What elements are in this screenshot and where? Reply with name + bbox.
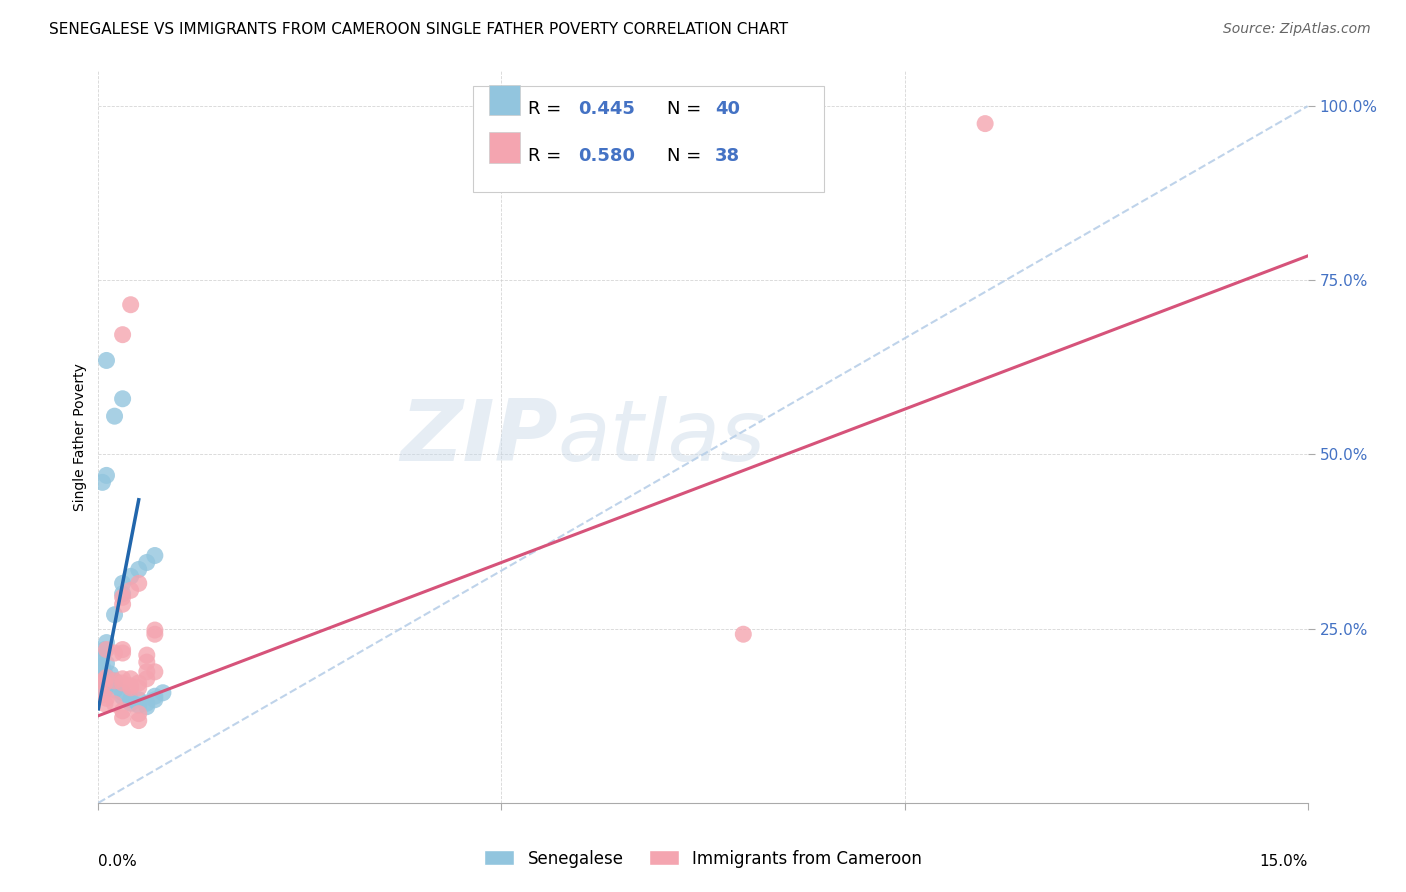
Point xyxy=(91,475,114,490)
Point xyxy=(103,646,125,660)
Point xyxy=(94,697,117,711)
Y-axis label: Single Father Poverty: Single Father Poverty xyxy=(73,363,87,511)
Point xyxy=(120,692,142,706)
FancyBboxPatch shape xyxy=(474,86,824,192)
Point xyxy=(128,714,150,728)
Point xyxy=(143,690,166,704)
Point xyxy=(94,676,117,690)
Text: R =: R = xyxy=(527,100,567,118)
Point xyxy=(91,660,114,674)
Point xyxy=(111,587,134,601)
Point xyxy=(128,698,150,713)
Point xyxy=(96,635,118,649)
Text: 38: 38 xyxy=(716,147,740,165)
Point xyxy=(111,690,134,704)
Point xyxy=(111,576,134,591)
Text: 0.445: 0.445 xyxy=(578,100,636,118)
FancyBboxPatch shape xyxy=(489,85,520,115)
Point xyxy=(135,556,157,570)
Point xyxy=(111,704,134,718)
Text: 40: 40 xyxy=(716,100,740,118)
Point xyxy=(120,569,142,583)
Point xyxy=(143,627,166,641)
Point xyxy=(103,409,125,424)
Point xyxy=(128,676,150,690)
Point xyxy=(103,673,125,688)
Point xyxy=(111,686,134,700)
Legend: Senegalese, Immigrants from Cameroon: Senegalese, Immigrants from Cameroon xyxy=(484,849,922,868)
Point xyxy=(111,597,134,611)
Point xyxy=(120,298,142,312)
Text: N =: N = xyxy=(666,147,707,165)
Text: 0.580: 0.580 xyxy=(578,147,636,165)
Point xyxy=(96,691,118,706)
Point xyxy=(111,591,134,605)
Point xyxy=(94,682,117,697)
Point xyxy=(103,697,125,711)
Point xyxy=(111,711,134,725)
Text: SENEGALESE VS IMMIGRANTS FROM CAMEROON SINGLE FATHER POVERTY CORRELATION CHART: SENEGALESE VS IMMIGRANTS FROM CAMEROON S… xyxy=(49,22,789,37)
Point xyxy=(94,667,117,681)
Point xyxy=(103,607,125,622)
Point xyxy=(135,699,157,714)
Point xyxy=(128,681,150,695)
Point xyxy=(135,665,157,679)
Point xyxy=(94,642,117,657)
Point xyxy=(143,665,166,679)
Point xyxy=(128,692,150,706)
Point xyxy=(103,673,125,688)
Text: ZIP: ZIP xyxy=(401,395,558,479)
Point xyxy=(90,653,112,667)
Point xyxy=(120,583,142,598)
Point xyxy=(111,646,134,660)
Point xyxy=(96,353,118,368)
Point xyxy=(96,468,118,483)
Point xyxy=(96,642,118,657)
Point xyxy=(135,696,157,710)
Point xyxy=(143,549,166,563)
Point xyxy=(152,686,174,700)
Text: Source: ZipAtlas.com: Source: ZipAtlas.com xyxy=(1223,22,1371,37)
Point xyxy=(91,688,114,702)
Point xyxy=(120,672,142,686)
Point xyxy=(111,642,134,657)
Point xyxy=(128,706,150,721)
Point xyxy=(135,648,157,662)
Point xyxy=(96,657,118,671)
Text: R =: R = xyxy=(527,147,567,165)
Point xyxy=(91,673,114,688)
Point xyxy=(111,392,134,406)
Point xyxy=(103,682,125,697)
Point xyxy=(90,665,112,679)
Text: atlas: atlas xyxy=(558,395,766,479)
Point xyxy=(128,562,150,576)
Point xyxy=(135,672,157,686)
Point xyxy=(111,327,134,342)
Text: 0.0%: 0.0% xyxy=(98,854,138,869)
Point xyxy=(91,649,114,664)
Point xyxy=(103,679,125,693)
Point xyxy=(111,672,134,686)
Point xyxy=(90,679,112,693)
Point xyxy=(120,696,142,710)
Point xyxy=(143,623,166,637)
Point xyxy=(974,117,997,131)
Point xyxy=(128,576,150,591)
Point xyxy=(120,681,142,695)
Point xyxy=(100,667,122,681)
Point xyxy=(135,655,157,669)
Point xyxy=(96,673,118,688)
Text: N =: N = xyxy=(666,100,707,118)
Point xyxy=(96,679,118,693)
Point xyxy=(733,627,755,641)
FancyBboxPatch shape xyxy=(489,132,520,163)
Point xyxy=(111,676,134,690)
Point xyxy=(143,692,166,706)
Point xyxy=(90,659,112,673)
Point xyxy=(96,670,118,684)
Point xyxy=(120,679,142,693)
Text: 15.0%: 15.0% xyxy=(1260,854,1308,869)
